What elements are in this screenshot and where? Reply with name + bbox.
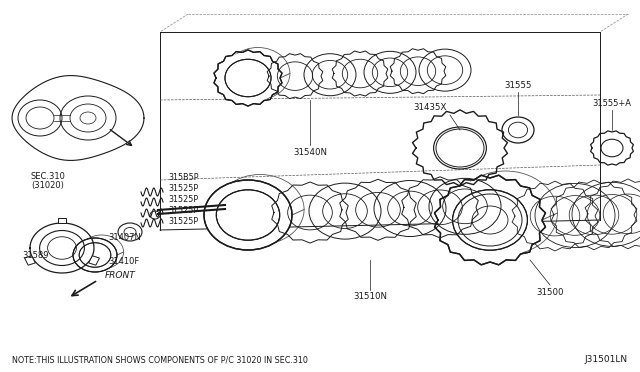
Polygon shape [24, 256, 35, 265]
Text: 31525P: 31525P [168, 183, 198, 192]
Text: 31500: 31500 [536, 288, 564, 297]
Text: 31510N: 31510N [353, 292, 387, 301]
Text: 315B5P: 315B5P [168, 173, 198, 182]
Text: SEC.310: SEC.310 [31, 172, 65, 181]
Text: 31410F: 31410F [108, 257, 140, 266]
Text: 31589: 31589 [22, 250, 49, 260]
Text: NOTE:THIS ILLUSTRATION SHOWS COMPONENTS OF P/C 31020 IN SEC.310: NOTE:THIS ILLUSTRATION SHOWS COMPONENTS … [12, 356, 308, 365]
Ellipse shape [204, 180, 292, 250]
Text: FRONT: FRONT [105, 272, 136, 280]
Text: J31501LN: J31501LN [585, 356, 628, 365]
Text: (31020): (31020) [31, 181, 65, 190]
Text: 31555: 31555 [504, 81, 532, 90]
Text: 31435X: 31435X [413, 103, 447, 112]
Text: 31525P: 31525P [168, 217, 198, 225]
Ellipse shape [73, 238, 116, 272]
Ellipse shape [438, 179, 541, 262]
Text: 31555+A: 31555+A [593, 99, 632, 108]
Polygon shape [89, 256, 99, 265]
Text: 31540N: 31540N [293, 148, 327, 157]
Polygon shape [58, 218, 66, 223]
Ellipse shape [216, 52, 280, 104]
Text: 31525P: 31525P [168, 195, 198, 203]
Text: 31525P: 31525P [168, 205, 198, 215]
Text: 31407N: 31407N [108, 232, 141, 241]
